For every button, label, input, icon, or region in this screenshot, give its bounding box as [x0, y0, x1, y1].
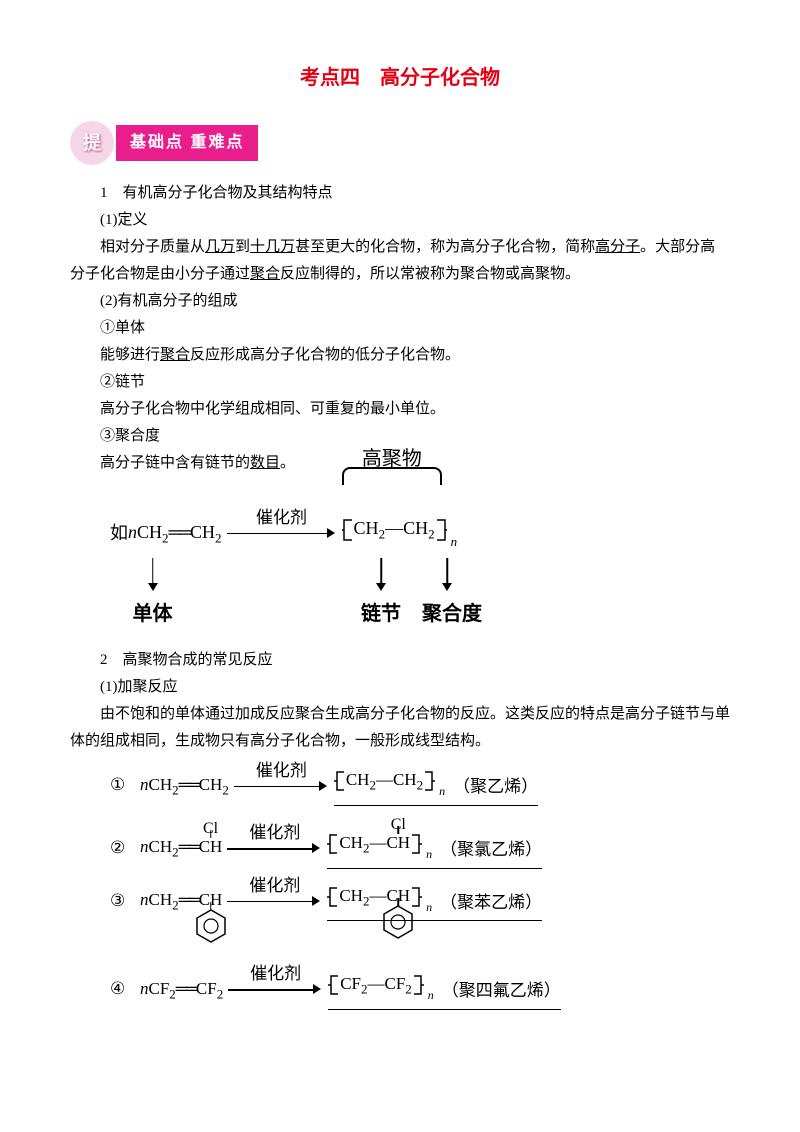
section-badge: 提 基础点 重难点: [70, 121, 730, 165]
sub1-label: (1)加聚反应: [70, 674, 730, 701]
reactant: nCH2══CH2: [128, 516, 222, 550]
u: 十几万: [250, 239, 295, 255]
arrow-right-icon: 催化剂: [227, 891, 322, 911]
benzene-icon: [195, 908, 227, 944]
catalyst: 催化剂: [250, 959, 301, 990]
catalyst: 催化剂: [249, 818, 300, 849]
product-label: 高聚物: [362, 441, 422, 477]
catalyst: 催化剂: [256, 756, 307, 787]
product-name: （聚乙烯）: [453, 772, 538, 803]
arrow-right-icon: 催化剂: [227, 523, 337, 543]
reaction-3: ③ nCH2══CH 催化剂 CH2—CHn （聚苯乙烯）: [110, 881, 730, 922]
u: 几万: [205, 239, 235, 255]
reaction-1: ① nCH2══CH2 催化剂 CH2—CH2n （聚乙烯）: [110, 765, 730, 806]
reactant: nCF2══CF2: [140, 974, 223, 1006]
sub2-label: (2)有机高分子的组成: [70, 288, 730, 315]
badge-icon-text: 提: [83, 127, 101, 159]
t: 相对分子质量从: [100, 239, 205, 255]
reactant: nCH2══CHCl: [140, 832, 222, 864]
rxn-num: ②: [110, 833, 140, 864]
sub1-label: (1)定义: [70, 207, 730, 234]
polymerization-diagram: 如 nCH2══CH2 催化剂 高聚物 CH2—CH2n 单体 链节 聚合度: [110, 512, 730, 632]
t: 。: [280, 455, 295, 471]
badge-label: 基础点 重难点: [116, 125, 258, 162]
catalyst-label: 催化剂: [256, 503, 307, 534]
arrow-down-icon: [371, 558, 391, 593]
product: CH2—CH2n （聚乙烯）: [334, 765, 538, 806]
bracket-left-icon: [342, 516, 354, 544]
item2-label: ②链节: [70, 369, 730, 396]
brace-icon: 高聚物: [342, 467, 443, 485]
item1-label: ①单体: [70, 315, 730, 342]
badge-icon: 提: [70, 121, 114, 165]
section1-heading: 1 有机高分子化合物及其结构特点: [100, 180, 730, 207]
item1-text: 能够进行聚合反应形成高分子化合物的低分子化合物。: [70, 342, 730, 369]
item2-text: 高分子化合物中化学组成相同、可重复的最小单位。: [70, 396, 730, 423]
reaction-2: ② nCH2══CHCl 催化剂 CH2—CHCln （聚氯乙烯）: [110, 828, 730, 869]
monomer-label: 单体: [110, 596, 195, 632]
rxn-num: ①: [110, 770, 140, 801]
sub1-text: 由不饱和的单体通过加成反应聚合生成高分子化合物的反应。这类反应的特点是高分子链节…: [70, 701, 730, 755]
u: 高分子: [595, 239, 640, 255]
sub1-text: 相对分子质量从几万到十几万甚至更大的化合物，称为高分子化合物，简称高分子。大部分…: [70, 234, 730, 288]
section2-heading: 2 高聚物合成的常见反应: [100, 647, 730, 674]
benzene-icon: [382, 904, 414, 940]
bracket-right-icon: [435, 516, 447, 544]
unit-label: 链节: [350, 596, 412, 632]
product: CF2—CF2n （聚四氟乙烯）: [328, 969, 561, 1010]
product-name: （聚四氟乙烯）: [442, 976, 561, 1007]
reactant: nCH2══CH: [140, 885, 222, 917]
degree-label: 聚合度: [412, 596, 492, 632]
product: CH2—CH2n: [342, 518, 458, 538]
product-name: （聚苯乙烯）: [440, 888, 542, 919]
arrow-right-icon: 催化剂: [234, 776, 329, 796]
t: 甚至更大的化合物，称为高分子化合物，简称: [295, 239, 595, 255]
prefix: 如: [110, 517, 128, 549]
t: 到: [235, 239, 250, 255]
product: CH2—CHn （聚苯乙烯）: [327, 881, 542, 922]
u: 聚合: [250, 266, 280, 282]
reactant: nCH2══CH2: [140, 770, 229, 802]
reaction-4: ④ nCF2══CF2 催化剂 CF2—CF2n （聚四氟乙烯）: [110, 969, 730, 1010]
arrow-right-icon: 催化剂: [228, 979, 323, 999]
catalyst: 催化剂: [249, 871, 300, 902]
arrow-right-icon: 催化剂: [227, 838, 322, 858]
t: 高分子链中含有链节的: [100, 455, 250, 471]
t: 反应制得的，所以常被称为聚合物或高聚物。: [280, 266, 580, 282]
rxn-num: ④: [110, 974, 140, 1005]
product-name: （聚氯乙烯）: [440, 835, 542, 866]
product: CH2—CHCln （聚氯乙烯）: [327, 828, 542, 869]
arrow-down-icon: [143, 558, 163, 593]
t: 反应形成高分子化合物的低分子化合物。: [190, 347, 460, 363]
u: 数目: [250, 455, 280, 471]
arrow-down-icon: [437, 558, 457, 593]
t: 能够进行: [100, 347, 160, 363]
u: 聚合: [160, 347, 190, 363]
rxn-num: ③: [110, 886, 140, 917]
page-title: 考点四 高分子化合物: [70, 60, 730, 96]
